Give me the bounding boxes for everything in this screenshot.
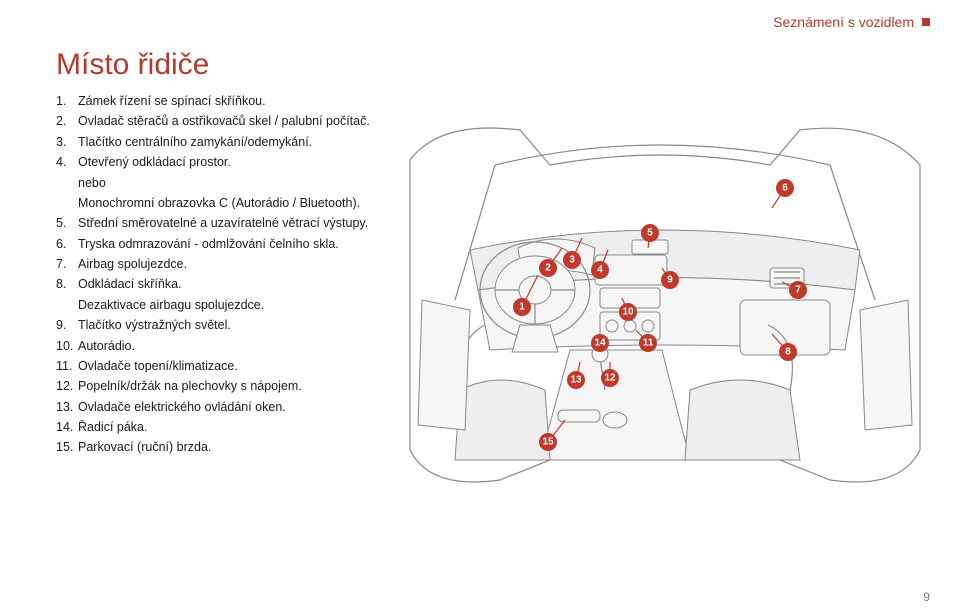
list-item: 7.Airbag spolujezdce. bbox=[56, 255, 386, 274]
callout-number: 1 bbox=[519, 302, 525, 313]
list-item-text: Ovladače topení/klimatizace. bbox=[78, 357, 386, 376]
list-item: 10.Autorádio. bbox=[56, 337, 386, 356]
list-item-text: Odkládací skříňka. bbox=[78, 275, 386, 294]
list-item-number: 5. bbox=[56, 214, 78, 233]
list-item-text: Monochromní obrazovka C (Autorádio / Blu… bbox=[78, 194, 386, 213]
section-title: Seznámení s vozidlem bbox=[773, 14, 914, 30]
list-item: 6.Tryska odmrazování - odmlžování čelníh… bbox=[56, 235, 386, 254]
list-item: 12.Popelník/držák na plechovky s nápojem… bbox=[56, 377, 386, 396]
list-item: 4.Otevřený odkládací prostor. bbox=[56, 153, 386, 172]
section-marker-icon bbox=[922, 18, 930, 26]
list-item-number: 15. bbox=[56, 438, 78, 457]
list-item: 2.Ovladač stěračů a ostřikovačů skel / p… bbox=[56, 112, 386, 131]
list-item-text: Parkovací (ruční) brzda. bbox=[78, 438, 386, 457]
callout-number: 7 bbox=[795, 285, 801, 296]
list-item-number: 11. bbox=[56, 357, 78, 376]
list-item-number: 7. bbox=[56, 255, 78, 274]
list-item: 15.Parkovací (ruční) brzda. bbox=[56, 438, 386, 457]
list-item-number: 12. bbox=[56, 377, 78, 396]
list-item: 8.Odkládací skříňka. bbox=[56, 275, 386, 294]
callout-number: 12 bbox=[604, 373, 616, 384]
list-item: 1.Zámek řízení se spínací skříňkou. bbox=[56, 92, 386, 111]
callout-number: 13 bbox=[570, 375, 582, 386]
list-item: 13.Ovladače elektrického ovládání oken. bbox=[56, 398, 386, 417]
list-item-text: Tlačítko výstražných světel. bbox=[78, 316, 386, 335]
list-item-text: nebo bbox=[78, 174, 386, 193]
list-item-text: Zámek řízení se spínací skříňkou. bbox=[78, 92, 386, 111]
list-item: 11.Ovladače topení/klimatizace. bbox=[56, 357, 386, 376]
list-item-text: Řadicí páka. bbox=[78, 418, 386, 437]
callout-number: 14 bbox=[594, 338, 606, 349]
list-item-text: Popelník/držák na plechovky s nápojem. bbox=[78, 377, 386, 396]
page-title: Místo řidiče bbox=[56, 48, 209, 82]
list-item-number: 1. bbox=[56, 92, 78, 111]
list-item-number: 2. bbox=[56, 112, 78, 131]
list-item: Monochromní obrazovka C (Autorádio / Blu… bbox=[56, 194, 386, 213]
callout-number: 5 bbox=[647, 228, 653, 239]
callout-number: 6 bbox=[782, 183, 788, 194]
list-item: Dezaktivace airbagu spolujezdce. bbox=[56, 296, 386, 315]
list-item-text: Střední směrovatelné a uzavíratelné větr… bbox=[78, 214, 386, 233]
list-item: nebo bbox=[56, 174, 386, 193]
list-item-text: Tlačítko centrálního zamykání/odemykání. bbox=[78, 133, 386, 152]
list-item-text: Autorádio. bbox=[78, 337, 386, 356]
list-item-text: Airbag spolujezdce. bbox=[78, 255, 386, 274]
callout-number: 9 bbox=[667, 275, 673, 286]
callout-number: 8 bbox=[785, 347, 791, 358]
callout-number: 15 bbox=[542, 437, 554, 448]
list-item-number: 13. bbox=[56, 398, 78, 417]
list-item: 5.Střední směrovatelné a uzavíratelné vě… bbox=[56, 214, 386, 233]
callout-number: 2 bbox=[545, 263, 551, 274]
list-item: 14.Řadicí páka. bbox=[56, 418, 386, 437]
callout-number: 4 bbox=[597, 265, 603, 276]
list-item-number: 6. bbox=[56, 235, 78, 254]
list-item-number: 10. bbox=[56, 337, 78, 356]
callout-number: 3 bbox=[569, 255, 575, 266]
list-item-number: 8. bbox=[56, 275, 78, 294]
list-item-number: 4. bbox=[56, 153, 78, 172]
list-item-number: 3. bbox=[56, 133, 78, 152]
list-item-text: Ovladače elektrického ovládání oken. bbox=[78, 398, 386, 417]
list-item: 3.Tlačítko centrálního zamykání/odemykán… bbox=[56, 133, 386, 152]
page-number: 9 bbox=[923, 590, 930, 604]
list-item-text: Ovladač stěračů a ostřikovačů skel / pal… bbox=[78, 112, 386, 131]
dashboard-diagram: 123456789101112131415 bbox=[400, 90, 930, 510]
list-item: 9.Tlačítko výstražných světel. bbox=[56, 316, 386, 335]
callout-number: 10 bbox=[622, 307, 634, 318]
feature-list: 1.Zámek řízení se spínací skříňkou.2.Ovl… bbox=[56, 92, 386, 459]
callout-number: 11 bbox=[643, 338, 654, 349]
list-item-text: Dezaktivace airbagu spolujezdce. bbox=[78, 296, 386, 315]
list-item-number: 9. bbox=[56, 316, 78, 335]
list-item-text: Tryska odmrazování - odmlžování čelního … bbox=[78, 235, 386, 254]
list-item-number: 14. bbox=[56, 418, 78, 437]
list-item-text: Otevřený odkládací prostor. bbox=[78, 153, 386, 172]
